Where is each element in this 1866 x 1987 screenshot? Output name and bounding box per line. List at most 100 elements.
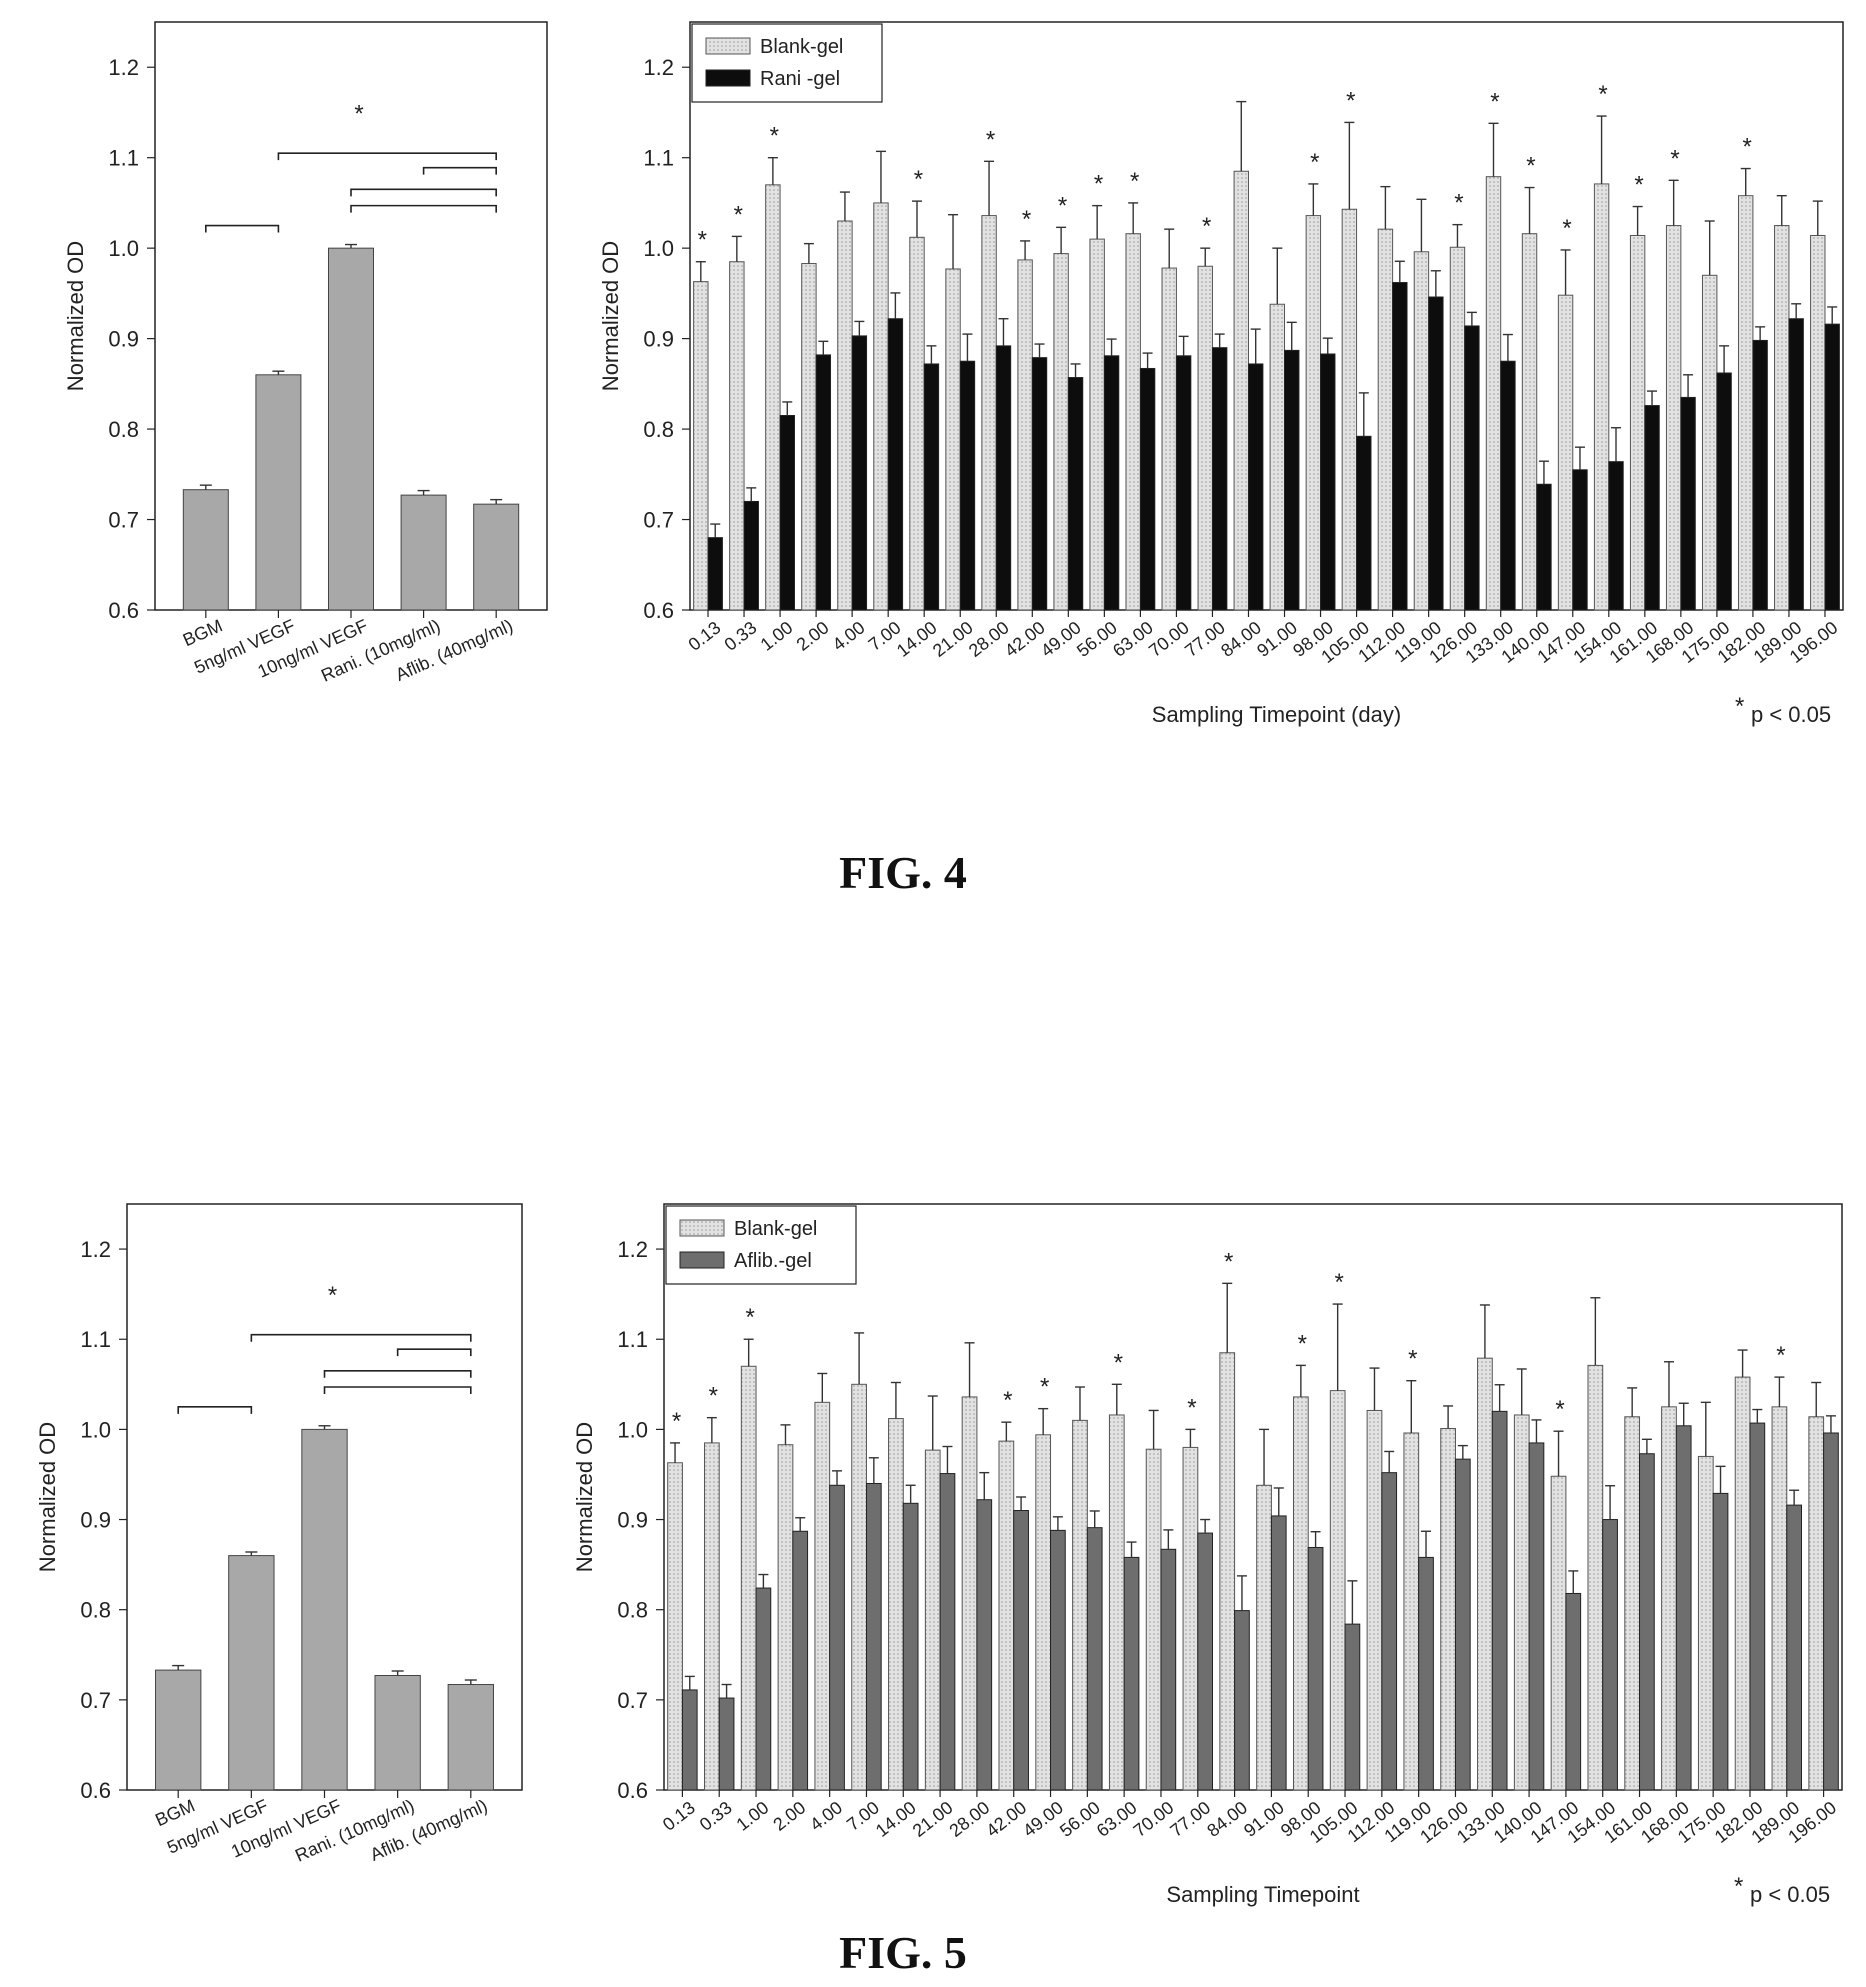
y-tick-label: 1.0 [80, 1417, 111, 1442]
bar-blank-gel [1161, 267, 1177, 611]
bar-treatment-gel [1500, 360, 1516, 611]
y-tick-label: 0.8 [80, 1598, 111, 1623]
pvalue-note: p < 0.05 [1750, 1882, 1830, 1907]
y-tick-label: 0.6 [108, 598, 139, 623]
bar-blank-gel [1513, 1414, 1530, 1791]
y-tick-label: 0.7 [80, 1688, 111, 1713]
bar-treatment-gel [1788, 318, 1804, 611]
bar-treatment-gel [851, 335, 868, 611]
bar-treatment-gel [1786, 1504, 1803, 1791]
bar-blank-gel [1624, 1416, 1641, 1791]
bar-blank-gel [1305, 215, 1322, 611]
bar-treatment-gel [1160, 1548, 1177, 1791]
bar-blank-gel [667, 1462, 683, 1791]
bar-treatment-gel [1572, 469, 1588, 611]
bar-treatment-gel [1284, 349, 1300, 611]
x-category-label: 49.00 [1019, 1797, 1067, 1840]
bar [327, 247, 375, 611]
bar-treatment-gel [1752, 339, 1768, 611]
bar-blank-gel [703, 1442, 720, 1791]
significance-star: * [1310, 149, 1319, 176]
bar-treatment-gel [1103, 355, 1120, 611]
x-category-label: 56.00 [1073, 617, 1121, 660]
bar-treatment-gel [1031, 357, 1048, 611]
significance-star: * [1454, 190, 1463, 217]
bar-treatment-gel [1644, 405, 1660, 611]
bar-blank-gel [1017, 259, 1033, 611]
bar-blank-gel [1108, 1414, 1125, 1791]
bar-blank-gel [801, 263, 817, 611]
bar-blank-gel [1661, 1406, 1677, 1791]
y-tick-label: 0.8 [643, 417, 674, 442]
bar-blank-gel [851, 1383, 867, 1791]
x-category-label: 42.00 [1001, 617, 1049, 660]
significance-bracket [323, 1386, 472, 1395]
bar-treatment-gel [1464, 325, 1480, 611]
bar [447, 1684, 494, 1791]
bar-treatment-gel [1608, 461, 1624, 611]
bar-treatment-gel [902, 1502, 919, 1791]
significance-bracket [422, 166, 497, 175]
bar-treatment-gel [1344, 1623, 1361, 1791]
y-axis-label: Normalized OD [598, 241, 623, 391]
bar-blank-gel [814, 1401, 831, 1791]
bar-blank-gel [1808, 1416, 1825, 1791]
bar-blank-gel [1593, 183, 1610, 611]
x-category-label: 28.00 [965, 617, 1013, 660]
significance-bracket [350, 188, 497, 197]
bar-blank-gel [1089, 238, 1105, 611]
bar-blank-gel [1145, 1448, 1162, 1791]
bar-blank-gel [1738, 195, 1754, 611]
bar-blank-gel [1292, 1396, 1309, 1791]
bar-treatment-gel [1428, 296, 1444, 611]
bar-treatment-gel [1824, 323, 1840, 611]
x-category-label: 0.33 [696, 1797, 736, 1834]
significance-bracket [177, 1406, 253, 1414]
bar-treatment-gel [1197, 1532, 1214, 1791]
bar [182, 489, 229, 611]
bar-blank-gel [924, 1449, 941, 1791]
y-tick-label: 1.1 [617, 1327, 648, 1352]
bar-treatment-gel [718, 1697, 735, 1791]
significance-star: * [1334, 1269, 1343, 1296]
y-tick-label: 1.0 [617, 1417, 648, 1442]
x-category-label: 1.00 [733, 1797, 773, 1834]
bar-treatment-gel [1013, 1510, 1029, 1791]
x-category-label: 84.00 [1217, 617, 1265, 660]
bar-blank-gel [1197, 265, 1213, 611]
y-tick-label: 0.8 [108, 417, 139, 442]
bar-blank-gel [1587, 1364, 1604, 1791]
significance-bracket [277, 152, 497, 161]
significance-bracket [323, 1369, 472, 1378]
y-tick-label: 0.6 [80, 1778, 111, 1803]
x-category-label: 63.00 [1109, 617, 1157, 660]
y-tick-label: 1.2 [80, 1237, 111, 1262]
y-axis-label: Normalized OD [572, 1422, 597, 1572]
significance-star: * [745, 1304, 754, 1331]
significance-star: * [1040, 1374, 1049, 1401]
significance-bracket [250, 1333, 472, 1342]
x-category-label: 0.13 [659, 1797, 699, 1834]
bar-treatment-gel [829, 1484, 845, 1791]
bar-blank-gel [1125, 233, 1141, 611]
bar-blank-gel [1366, 1409, 1383, 1791]
bar-treatment-gel [792, 1530, 809, 1791]
x-category-label: 4.00 [829, 617, 869, 654]
bar [473, 503, 520, 611]
bar-blank-gel [1440, 1427, 1456, 1791]
pvalue-star: * [1734, 1873, 1743, 1900]
bar-blank-gel [1697, 1455, 1714, 1791]
bar-treatment-gel [755, 1587, 772, 1791]
bar-treatment-gel [815, 354, 832, 611]
bar-treatment-gel [1536, 483, 1552, 611]
x-category-label: 0.13 [685, 617, 725, 654]
bar-blank-gel [1557, 294, 1574, 611]
y-tick-label: 0.7 [108, 508, 139, 533]
y-axis-label: Normalized OD [63, 241, 88, 391]
bar-blank-gel [1182, 1446, 1199, 1791]
x-category-label: BGM [180, 615, 226, 650]
x-category-label: 49.00 [1037, 617, 1085, 660]
bar-treatment-gel [1270, 1515, 1287, 1791]
x-category-label: 0.33 [721, 617, 761, 654]
